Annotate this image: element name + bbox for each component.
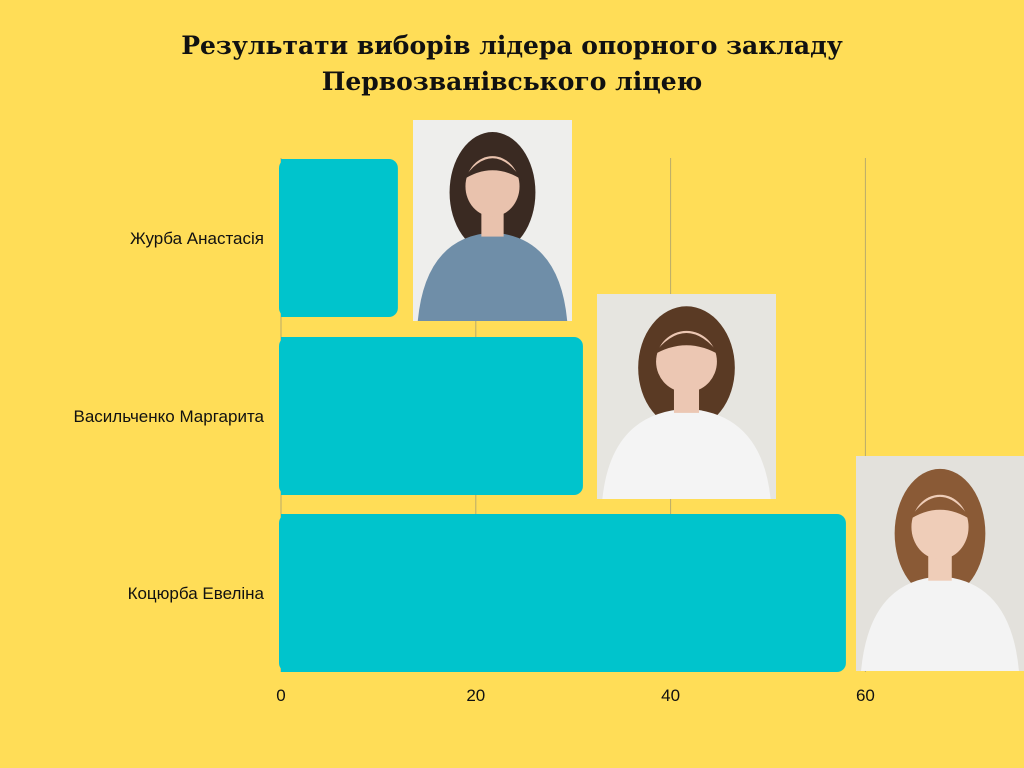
- photo-shirt: [861, 576, 1019, 671]
- x-tick-label-20: 20: [466, 686, 485, 705]
- photo-zhurba: [413, 120, 572, 321]
- bar-left-edge-kotsiurba: [281, 514, 293, 672]
- photo-shirt: [602, 408, 771, 499]
- category-label-vasylchenko: Васильченко Маргарита: [74, 407, 265, 426]
- category-label-zhurba: Журба Анастасія: [130, 229, 264, 248]
- bar-left-edge-vasylchenko: [281, 337, 293, 495]
- photo-fringe: [908, 496, 972, 521]
- x-tick-label-40: 40: [661, 686, 680, 705]
- photo-fringe: [462, 158, 523, 181]
- photo-shirt: [417, 232, 568, 321]
- bar-zhurba: [279, 159, 398, 317]
- photo-kotsiurba: [856, 456, 1024, 671]
- chart-title-line1: Результати виборів лідера опорного закла…: [181, 31, 843, 60]
- x-tick-label-0: 0: [276, 686, 285, 705]
- photo-fringe: [652, 332, 721, 356]
- bar-left-edge-zhurba: [281, 159, 293, 317]
- photo-vasylchenko: [597, 294, 776, 499]
- bar-vasylchenko: [279, 337, 583, 495]
- chart-title-line2: Первозванівського ліцею: [321, 67, 703, 96]
- category-label-kotsiurba: Коцюрба Евеліна: [128, 584, 265, 603]
- chart-title: Результати виборів лідера опорного закла…: [0, 28, 1024, 100]
- bar-kotsiurba: [279, 514, 846, 672]
- x-tick-label-60: 60: [856, 686, 875, 705]
